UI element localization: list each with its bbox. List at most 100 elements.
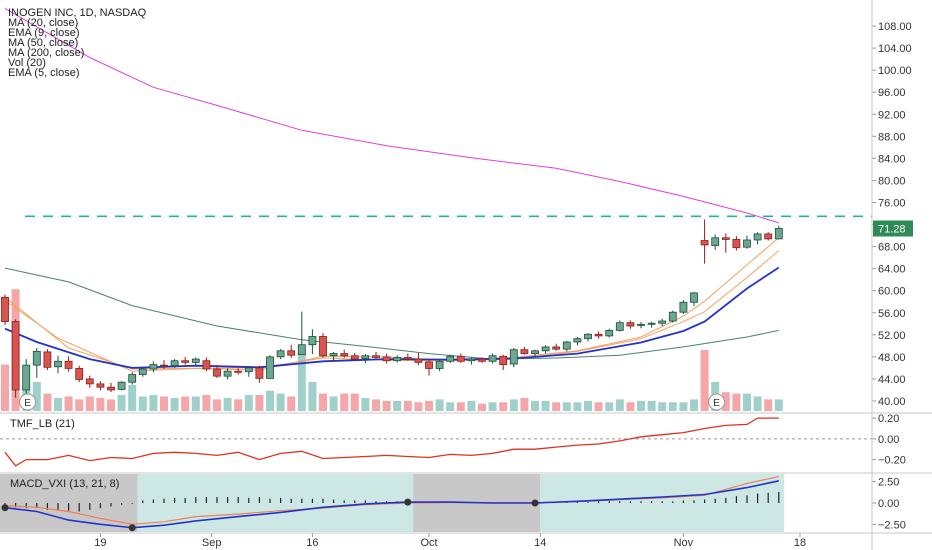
candle [435,359,444,372]
candle-body [446,355,455,362]
macd-histogram-bar [629,501,631,503]
candle [11,319,20,398]
volume-bar [329,396,338,411]
x-tick-label: Sep [202,537,222,549]
volume-bar [541,400,550,411]
macd-tick-label: −2.50 [878,519,906,531]
volume-bar [372,399,380,411]
volume-bar [350,393,359,411]
volume-bar [138,396,147,411]
macd-histogram-bar [237,497,239,503]
price-tick-label: 88.00 [878,131,906,143]
candle-body [350,355,359,360]
macd-tick-label: 2.50 [878,477,899,489]
macd-histogram-bar [333,499,335,503]
macd-histogram-bar [290,498,292,503]
candle-body [414,358,423,363]
candle-body [382,356,391,362]
candle [626,320,635,329]
candle-body [668,311,677,322]
volume-bar [615,399,624,411]
candle [372,351,380,360]
tmf-tick-label: 0.20 [878,413,899,425]
candle-body [764,233,773,240]
candle [170,359,179,368]
macd-crossover-dot [128,524,136,532]
candle [658,318,667,326]
candle-body [244,367,253,373]
tmf-tick-label: 0.00 [878,434,899,446]
candle-body [435,360,444,369]
candle-body [170,360,179,367]
volume-bar [382,400,391,411]
volume-bar [297,350,306,411]
candle [350,353,359,361]
macd-histogram-bar [725,497,727,503]
macd-histogram-bar [131,503,133,504]
macd-histogram-bar [714,498,716,503]
volume-bar [700,350,709,411]
candle-body [54,360,62,368]
candle [414,353,423,366]
volume-bar [319,393,327,411]
x-tick-label: 18 [794,537,806,549]
chart-title: INOGEN INC, 1D, NASDAQ [8,7,147,19]
price-tick-label: 80.00 [878,175,906,187]
volume-bar [626,402,635,411]
candle [711,234,720,250]
volume-bar [107,399,115,411]
tmf-pane: 0.20 0.00 −0.20 [0,413,906,467]
macd-histogram-bar [195,497,197,503]
macd-histogram-bar [608,501,610,503]
macd-histogram-bar [576,502,578,503]
macd-histogram-bar [364,500,366,503]
candle-body [573,338,582,343]
volume-bar [488,402,497,411]
candle [255,365,264,383]
price-tick-label: 56.00 [878,308,906,320]
macd-histogram-bar [322,498,324,503]
macd-histogram-bar [110,503,112,507]
candle [329,351,338,362]
macd-histogram-bar [174,497,176,503]
candle-body [32,350,41,366]
candle-body [308,336,317,346]
candle [361,354,370,363]
candle-body [690,292,698,303]
candle-body [743,239,751,248]
tmf-line [4,417,779,467]
macd-histogram-bar [184,497,186,503]
ma-20-line [4,250,780,372]
candle-body [584,333,592,340]
candle-body [478,358,486,362]
candle [584,333,592,342]
macd-histogram-bar [205,497,207,503]
candle [403,353,412,361]
candle-body [149,364,158,370]
candle [732,236,741,251]
candle-body [11,321,20,391]
candle [149,361,158,373]
candle [223,368,232,380]
volume-bar [584,400,592,411]
volume-bar [276,393,285,411]
candle [446,354,455,363]
macd-histogram-bar [301,498,303,503]
candle [509,348,518,368]
macd-histogram-bar [121,503,123,505]
volume-bar [753,396,762,411]
candle-body [107,386,115,391]
candle-body [255,367,264,379]
volume-bar [562,402,571,411]
candle-body [85,378,94,385]
candle [32,348,41,378]
price-tick-label: 92.00 [878,109,906,121]
candle [615,320,624,332]
macd-histogram-bar [640,501,642,503]
candle-body [393,357,402,362]
volume-bar [85,396,94,411]
candle [181,356,190,365]
volume-bar [128,384,137,411]
x-tick-label: 16 [306,537,318,549]
volume-bar [223,397,232,411]
